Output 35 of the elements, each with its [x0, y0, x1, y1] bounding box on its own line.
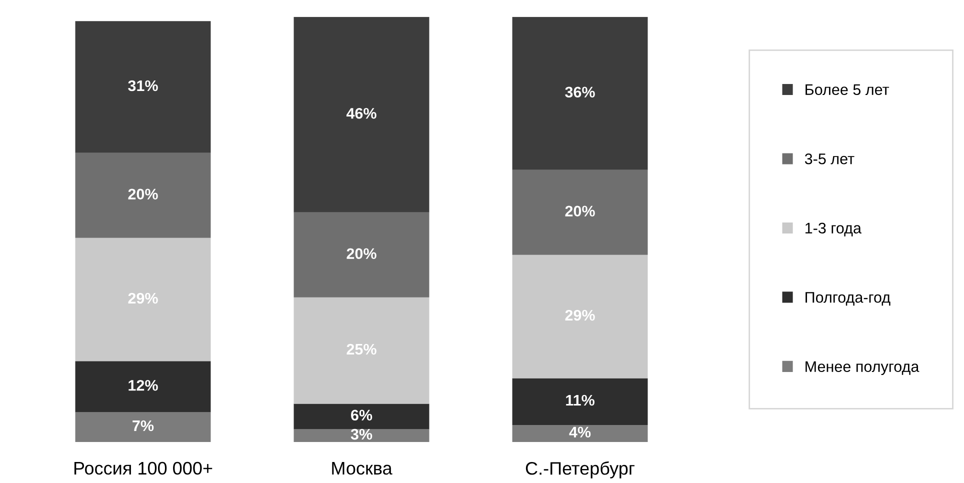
legend-label: 1-3 года — [806, 222, 862, 236]
data-label: 3% — [350, 428, 372, 440]
bar — [294, 212, 430, 298]
bar — [294, 16, 430, 212]
data-label: 7% — [132, 420, 154, 432]
bar — [512, 170, 648, 255]
x-tick-label: С.-Петербург — [526, 461, 634, 478]
data-label: 31% — [128, 80, 158, 92]
bar — [512, 16, 648, 170]
bar — [75, 412, 211, 442]
legend-label: 3-5 лет — [804, 153, 854, 164]
bar — [75, 152, 211, 238]
bar — [294, 297, 430, 404]
data-label: 12% — [128, 380, 158, 391]
bar — [294, 404, 430, 430]
data-label: 46% — [346, 108, 376, 119]
bar — [512, 254, 648, 378]
data-label: 6% — [351, 410, 372, 421]
data-label: 36% — [565, 86, 595, 98]
data-label: 4% — [569, 426, 591, 438]
data-label: 20% — [346, 248, 376, 260]
bar — [75, 238, 211, 362]
bar — [294, 429, 430, 442]
bar — [75, 361, 211, 412]
bar — [75, 21, 211, 153]
data-label: 20% — [128, 188, 158, 200]
bar — [512, 424, 648, 442]
legend-label: Полгода-год — [806, 292, 890, 306]
legend-label: Более 5 лет — [806, 84, 890, 96]
legend-label: Менее полугода — [806, 361, 920, 376]
data-label: 11% — [566, 394, 594, 406]
data-label: 20% — [565, 206, 595, 217]
bar — [512, 378, 648, 425]
x-tick-label: Москва — [332, 462, 392, 475]
x-tick-label: Россия 100 000+ — [74, 462, 212, 475]
